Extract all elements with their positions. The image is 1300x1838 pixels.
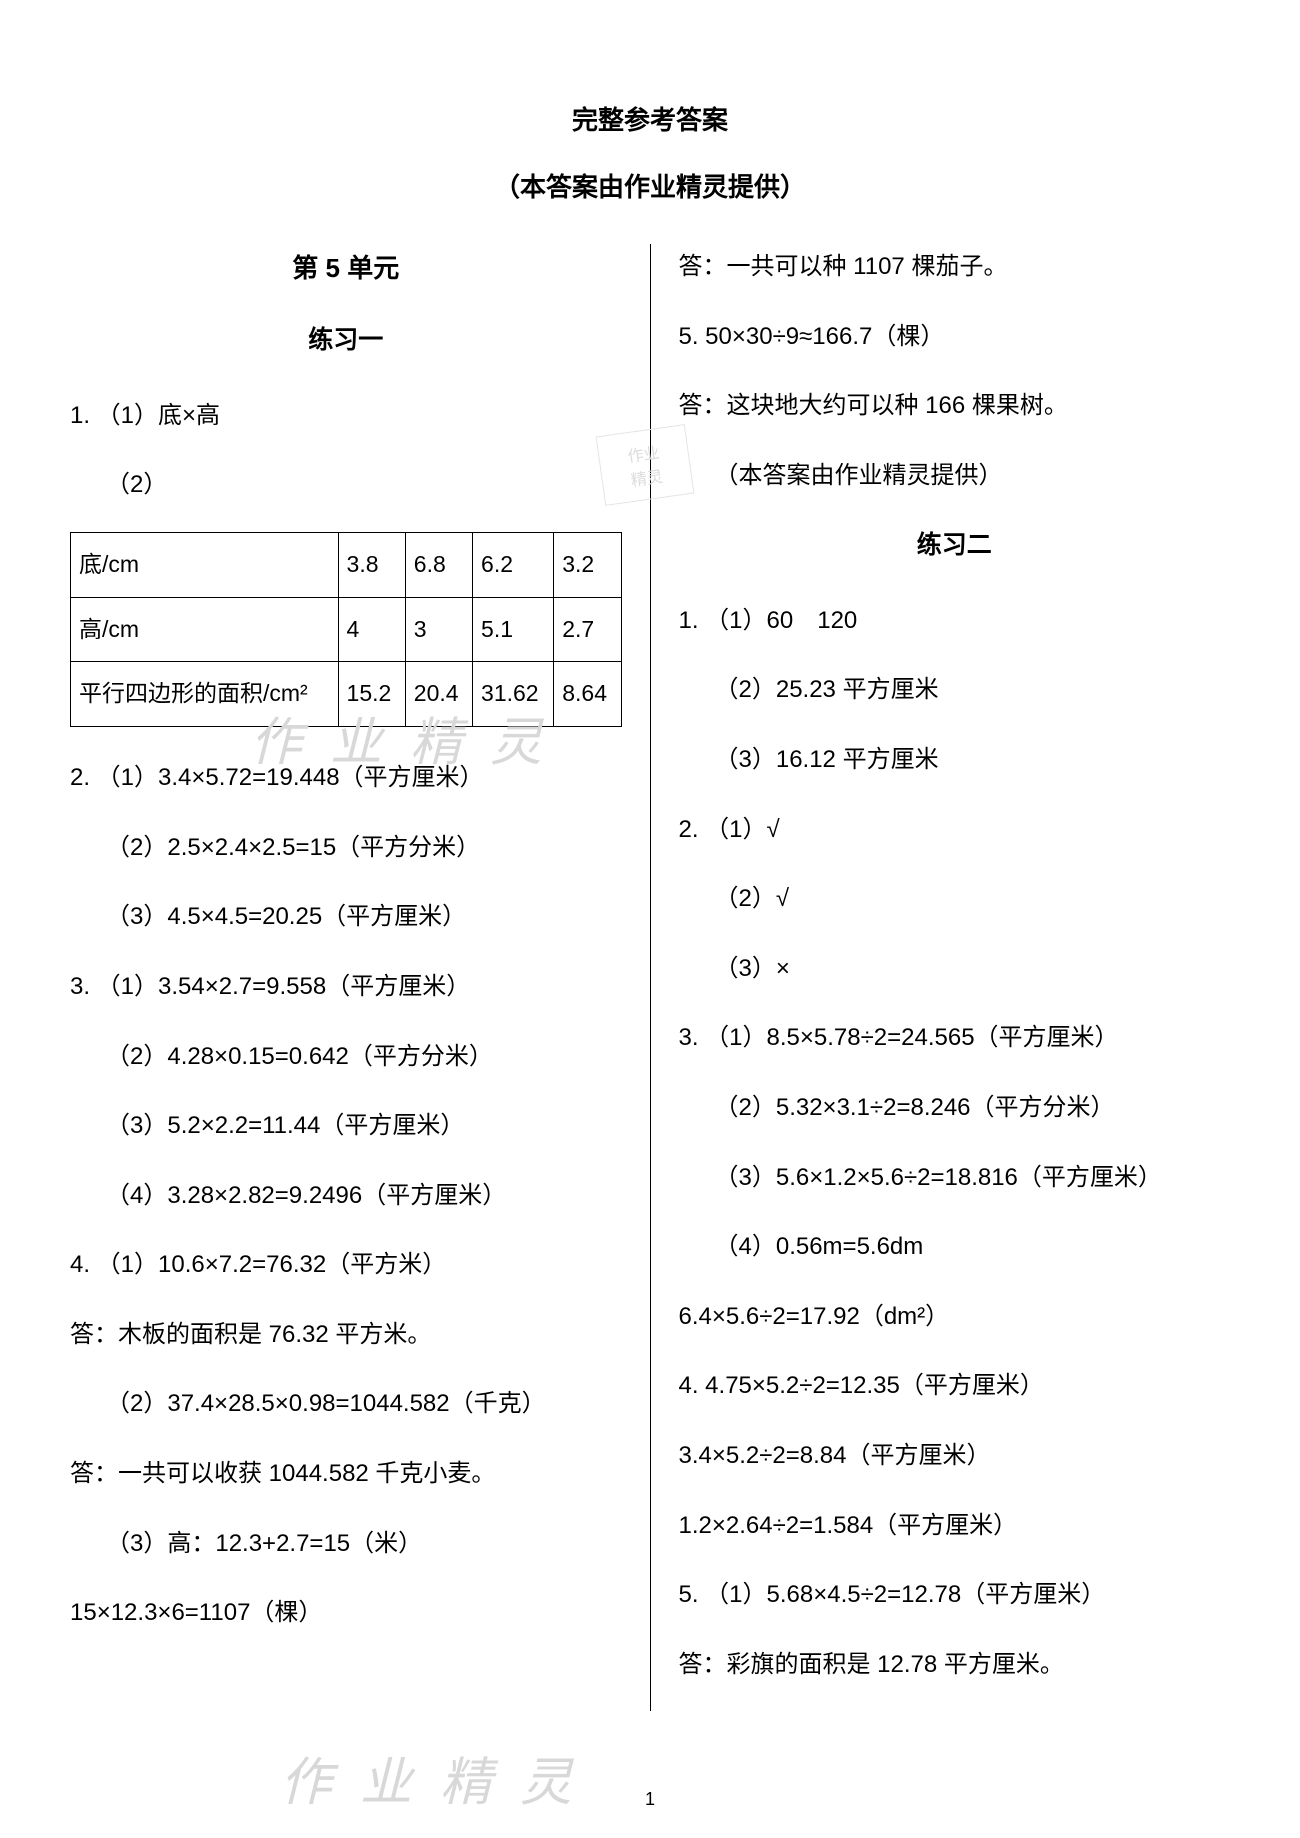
answer-line: 2. （1）√ bbox=[679, 807, 1231, 853]
two-column-layout: 第 5 单元 练习一 1. （1）底×高 （2） 底/cm 3.8 6.8 6.… bbox=[70, 244, 1230, 1711]
answer-line: （2）37.4×28.5×0.98=1044.582（千克） bbox=[70, 1381, 622, 1427]
answer-line: 4. 4.75×5.2÷2=12.35（平方厘米） bbox=[679, 1363, 1231, 1409]
answer-line: （3）高：12.3+2.7=15（米） bbox=[70, 1521, 622, 1567]
answer-line: （3）4.5×4.5=20.25（平方厘米） bbox=[70, 894, 622, 940]
table-label: 平行四边形的面积/cm² bbox=[71, 662, 339, 727]
q1-2-prefix: （2） bbox=[70, 462, 622, 508]
table-cell: 4 bbox=[338, 597, 405, 662]
section-heading-right: 练习二 bbox=[679, 522, 1231, 570]
table-label: 高/cm bbox=[71, 597, 339, 662]
page-number: 1 bbox=[645, 1789, 655, 1810]
answer-line: 1. （1）60 120 bbox=[679, 598, 1231, 644]
answer-line: 答：一共可以收获 1044.582 千克小麦。 bbox=[70, 1451, 622, 1497]
table-row: 平行四边形的面积/cm² 15.2 20.4 31.62 8.64 bbox=[71, 662, 622, 727]
table-cell: 8.64 bbox=[554, 662, 621, 727]
table-cell: 3 bbox=[405, 597, 472, 662]
table-row: 底/cm 3.8 6.8 6.2 3.2 bbox=[71, 533, 622, 598]
answer-line: 1.2×2.64÷2=1.584（平方厘米） bbox=[679, 1503, 1231, 1549]
answer-line: 15×12.3×6=1107（棵） bbox=[70, 1590, 622, 1636]
page-title: 完整参考答案 bbox=[70, 100, 1230, 137]
answer-line: 2. （1）3.4×5.72=19.448（平方厘米） bbox=[70, 755, 622, 801]
answer-line: （4）0.56m=5.6dm bbox=[679, 1224, 1231, 1270]
parallelogram-table: 底/cm 3.8 6.8 6.2 3.2 高/cm 4 3 5.1 2.7 平行… bbox=[70, 532, 622, 727]
answer-line: （2）√ bbox=[679, 876, 1231, 922]
answer-line: 答：一共可以种 1107 棵茄子。 bbox=[679, 244, 1231, 290]
answer-line: 6.4×5.6÷2=17.92（dm²） bbox=[679, 1294, 1231, 1340]
table-cell: 31.62 bbox=[473, 662, 554, 727]
answer-line: 答：彩旗的面积是 12.78 平方厘米。 bbox=[679, 1642, 1231, 1688]
answer-line: 3. （1）3.54×2.7=9.558（平方厘米） bbox=[70, 964, 622, 1010]
answer-line: （3）5.2×2.2=11.44（平方厘米） bbox=[70, 1103, 622, 1149]
table-cell: 5.1 bbox=[473, 597, 554, 662]
left-column: 第 5 单元 练习一 1. （1）底×高 （2） 底/cm 3.8 6.8 6.… bbox=[70, 244, 651, 1711]
answer-line: （3）× bbox=[679, 946, 1231, 992]
answer-line: （2）4.28×0.15=0.642（平方分米） bbox=[70, 1034, 622, 1080]
table-cell: 20.4 bbox=[405, 662, 472, 727]
table-cell: 3.8 bbox=[338, 533, 405, 598]
table-row: 高/cm 4 3 5.1 2.7 bbox=[71, 597, 622, 662]
watermark-text: 作业精灵 bbox=[280, 1740, 600, 1815]
answer-line: 5. 50×30÷9≈166.7（棵） bbox=[679, 314, 1231, 360]
table-label: 底/cm bbox=[71, 533, 339, 598]
answer-line: （3）5.6×1.2×5.6÷2=18.816（平方厘米） bbox=[679, 1155, 1231, 1201]
answer-line: 答：这块地大约可以种 166 棵果树。 bbox=[679, 383, 1231, 429]
right-column: 答：一共可以种 1107 棵茄子。 5. 50×30÷9≈166.7（棵） 答：这块… bbox=[651, 244, 1231, 1711]
answer-line: 5. （1）5.68×4.5÷2=12.78（平方厘米） bbox=[679, 1572, 1231, 1618]
section-heading-left: 练习一 bbox=[70, 317, 622, 365]
table-cell: 2.7 bbox=[554, 597, 621, 662]
answer-line: 3.4×5.2÷2=8.84（平方厘米） bbox=[679, 1433, 1231, 1479]
unit-heading: 第 5 单元 bbox=[70, 244, 622, 293]
table-cell: 3.2 bbox=[554, 533, 621, 598]
table-cell: 15.2 bbox=[338, 662, 405, 727]
answer-line: （本答案由作业精灵提供） bbox=[679, 453, 1231, 499]
answer-line: 3. （1）8.5×5.78÷2=24.565（平方厘米） bbox=[679, 1015, 1231, 1061]
answer-line: 4. （1）10.6×7.2=76.32（平方米） bbox=[70, 1242, 622, 1288]
answer-line: （2）5.32×3.1÷2=8.246（平方分米） bbox=[679, 1085, 1231, 1131]
answer-line: （4）3.28×2.82=9.2496（平方厘米） bbox=[70, 1173, 622, 1219]
q1-1: 1. （1）底×高 bbox=[70, 393, 622, 439]
page-subtitle: （本答案由作业精灵提供） bbox=[70, 167, 1230, 204]
table-cell: 6.8 bbox=[405, 533, 472, 598]
answer-line: （2）25.23 平方厘米 bbox=[679, 667, 1231, 713]
table-cell: 6.2 bbox=[473, 533, 554, 598]
answer-line: （3）16.12 平方厘米 bbox=[679, 737, 1231, 783]
answer-line: 答：木板的面积是 76.32 平方米。 bbox=[70, 1312, 622, 1358]
answer-line: （2）2.5×2.4×2.5=15（平方分米） bbox=[70, 825, 622, 871]
